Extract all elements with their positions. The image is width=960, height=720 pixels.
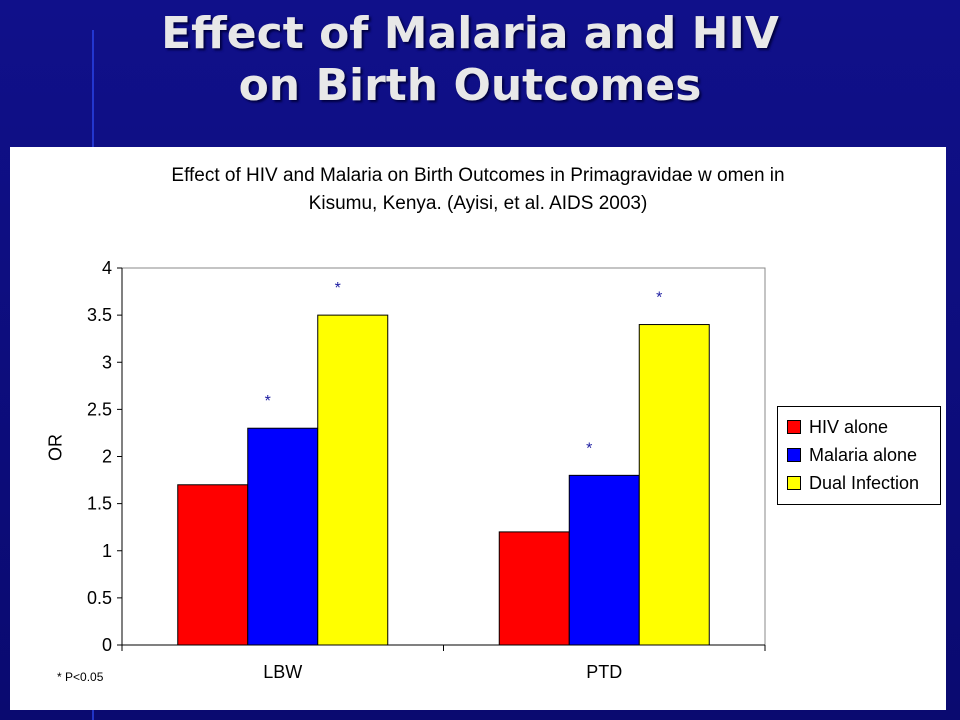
y-tick-label: 2.5 xyxy=(87,399,112,419)
y-tick-label: 3 xyxy=(102,352,112,372)
bar-dual-infection-lbw xyxy=(317,314,389,646)
y-tick-label: 1 xyxy=(102,541,112,561)
chart-title: Effect of HIV and Malaria on Birth Outco… xyxy=(10,162,946,218)
bar-malaria-alone-ptd xyxy=(568,474,640,646)
y-tick-label: 0 xyxy=(102,635,112,655)
legend-swatch-dual xyxy=(787,476,801,490)
significance-marker: * xyxy=(656,290,662,307)
slide-title: Effect of Malaria and HIV on Birth Outco… xyxy=(0,8,940,112)
x-tick-label: PTD xyxy=(586,662,622,682)
legend-item-malaria: Malaria alone xyxy=(787,443,917,467)
chart-title-line2: Kisumu, Kenya. (Ayisi, et al. AIDS 2003) xyxy=(308,193,648,214)
y-tick-label: 4 xyxy=(102,258,112,278)
significance-marker: * xyxy=(586,440,592,457)
significance-marker: * xyxy=(335,280,341,297)
legend-swatch-hiv xyxy=(787,420,801,434)
slide-title-line2: on Birth Outcomes xyxy=(238,60,702,111)
legend-item-dual: Dual Infection xyxy=(787,471,919,495)
bar-hiv-alone-ptd xyxy=(498,531,570,646)
x-tick-label: LBW xyxy=(263,662,302,682)
bar-chart: 0 0.5 1 1.5 2 2.5 3 3.5 4 LBW PTD * * * * xyxy=(87,258,766,682)
chart-panel: Effect of HIV and Malaria on Birth Outco… xyxy=(10,147,946,710)
significance-marker: * xyxy=(265,393,271,410)
y-tick-label: 3.5 xyxy=(87,305,112,325)
chart-legend: HIV alone Malaria alone Dual Infection xyxy=(777,406,941,505)
slide-title-line1: Effect of Malaria and HIV xyxy=(161,8,779,59)
bar-malaria-alone-lbw xyxy=(247,427,319,646)
legend-label-hiv: HIV alone xyxy=(809,416,889,437)
bar-dual-infection-ptd xyxy=(638,324,710,646)
significance-footnote: * P<0.05 xyxy=(57,670,104,684)
legend-label-malaria: Malaria alone xyxy=(809,444,918,465)
bar-hiv-alone-lbw xyxy=(177,484,249,646)
legend-item-hiv: HIV alone xyxy=(787,415,888,439)
y-tick-label: 0.5 xyxy=(87,588,112,608)
chart-title-line1: Effect of HIV and Malaria on Birth Outco… xyxy=(171,165,785,186)
y-tick-label: 1.5 xyxy=(87,494,112,514)
y-tick-label: 2 xyxy=(102,447,112,467)
legend-label-dual: Dual Infection xyxy=(809,472,920,493)
legend-swatch-malaria xyxy=(787,448,801,462)
